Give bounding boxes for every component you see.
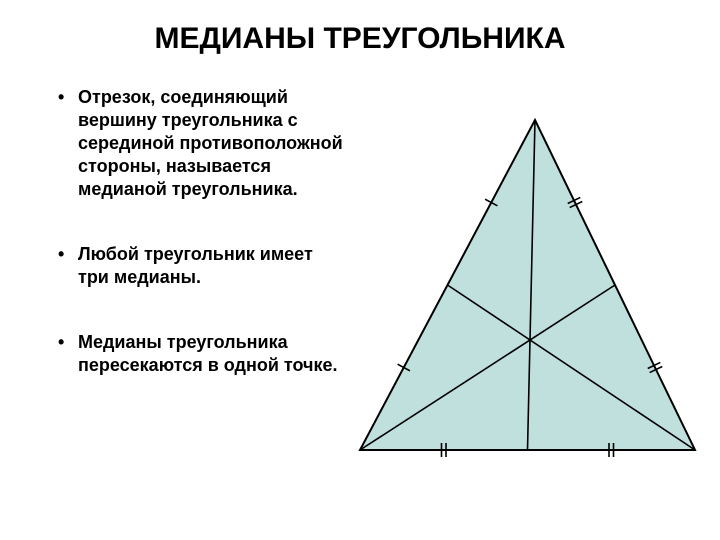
bullet-item: Отрезок, соединяющий вершину треугольник… [58, 86, 343, 201]
triangle-diagram [350, 90, 710, 470]
bullet-item: Медианы треугольника пересекаются в одно… [58, 331, 343, 377]
slide-title: МЕДИАНЫ ТРЕУГОЛЬНИКА [0, 22, 720, 56]
triangle-svg [350, 90, 710, 470]
bullet-list: Отрезок, соединяющий вершину треугольник… [58, 86, 343, 419]
bullet-item: Любой треугольник имеет три медианы. [58, 243, 343, 289]
